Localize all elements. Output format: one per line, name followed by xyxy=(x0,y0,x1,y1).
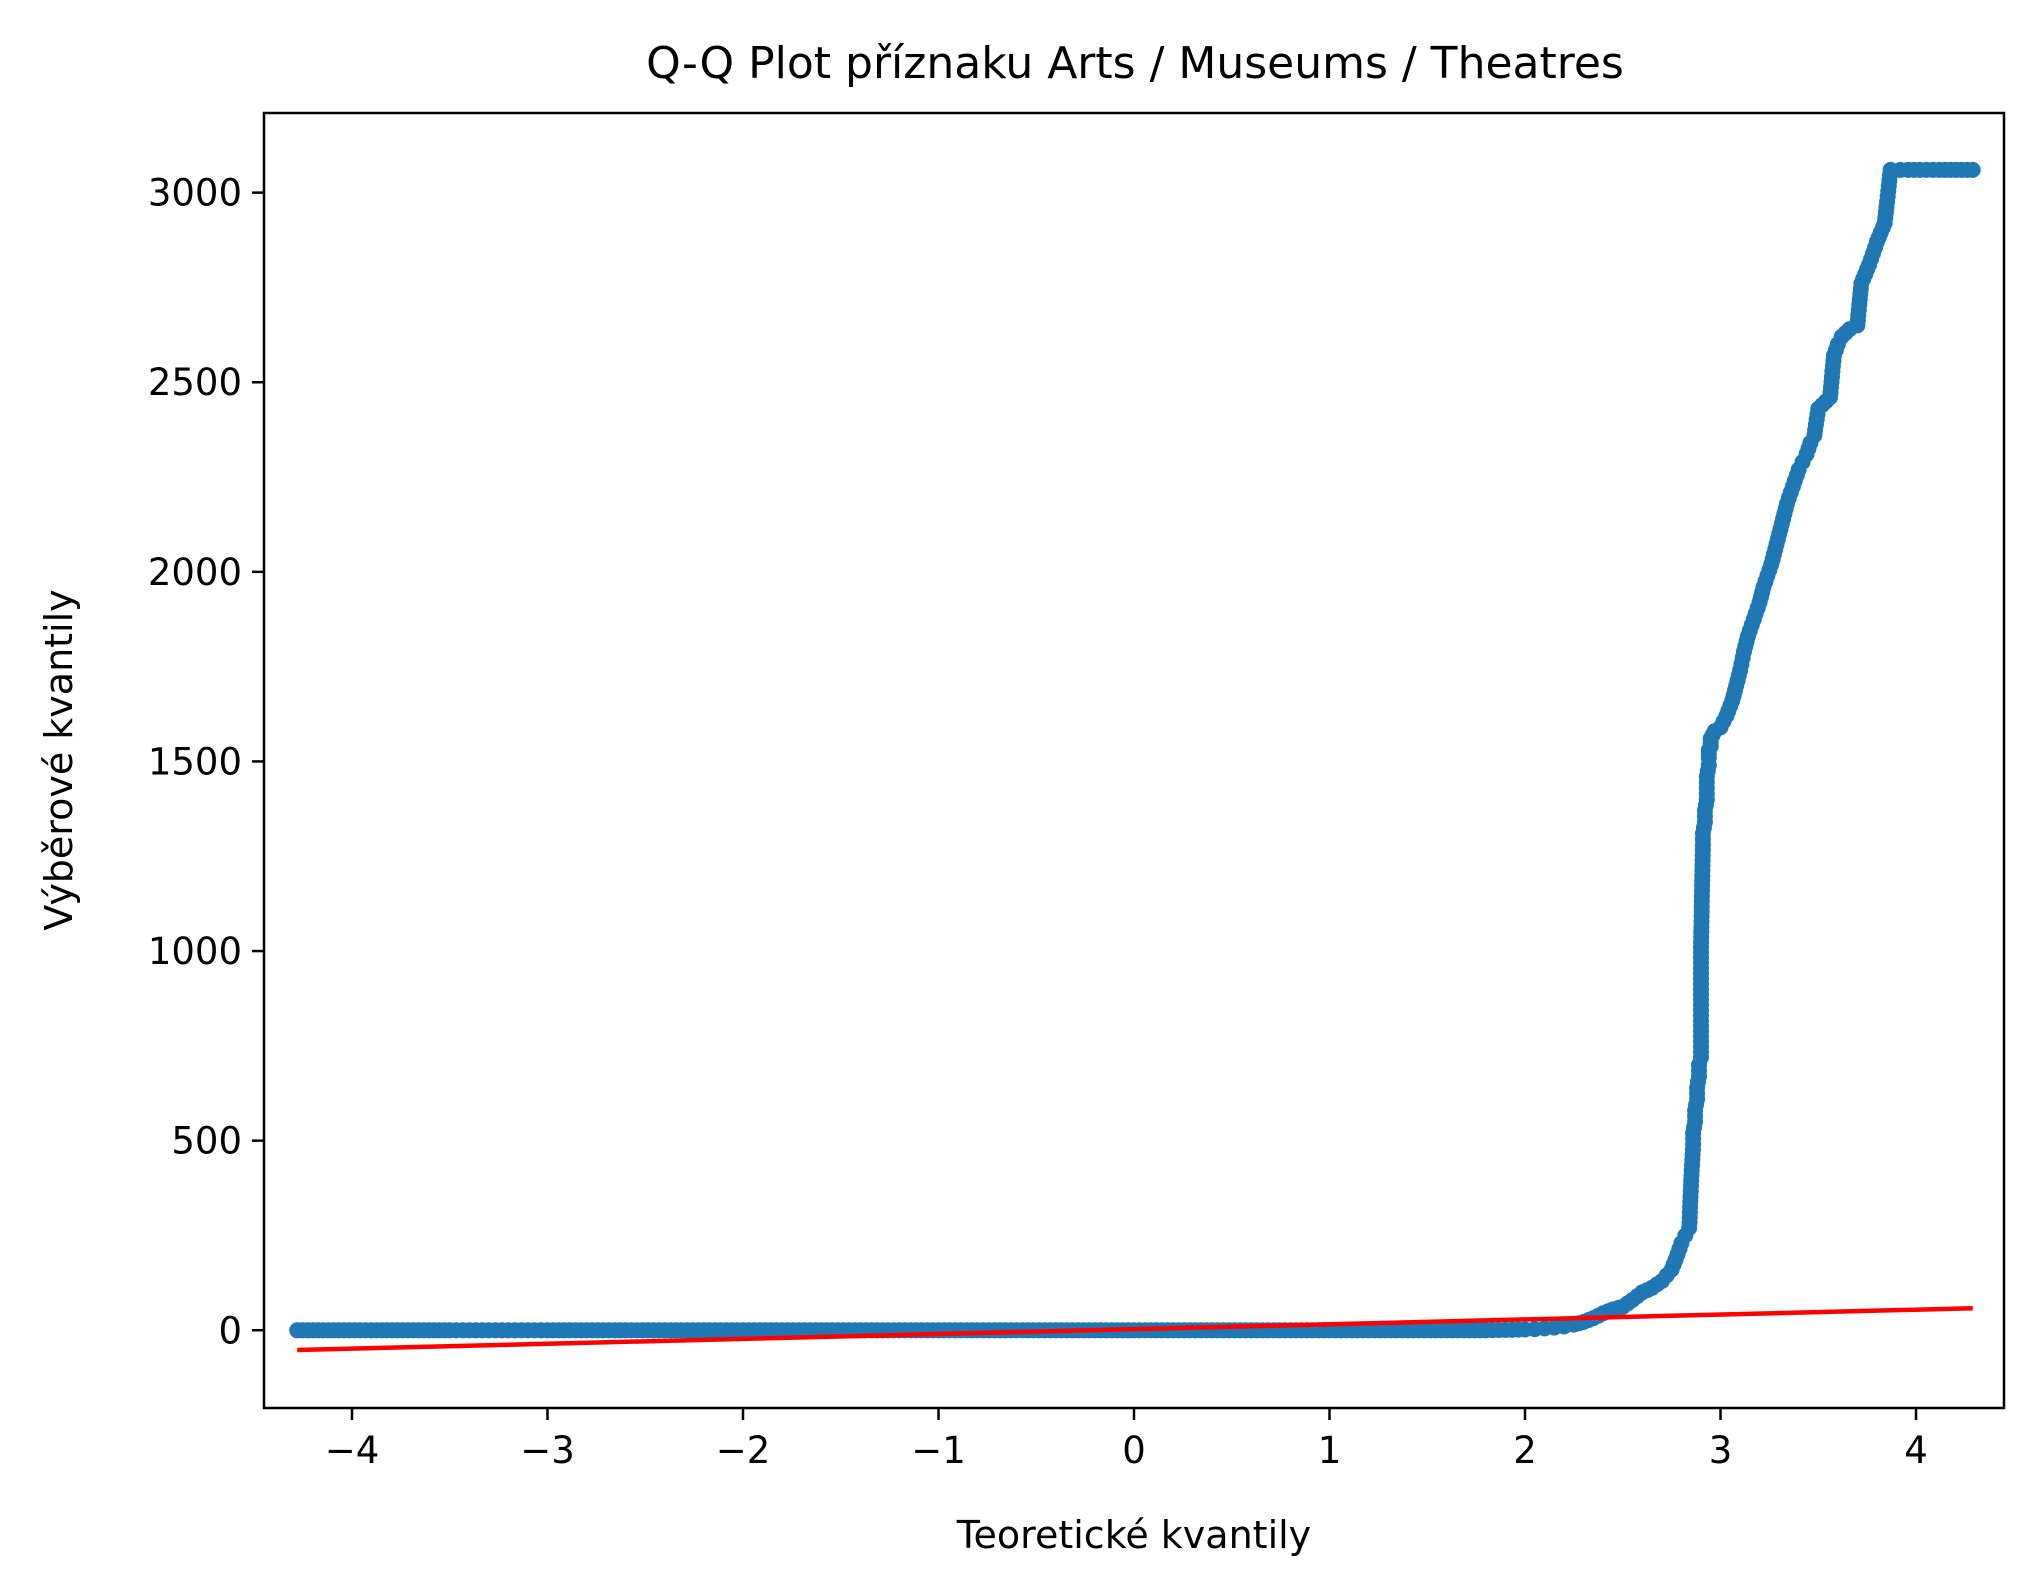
plot-area xyxy=(289,161,1981,1353)
qq-point xyxy=(729,1322,746,1339)
x-tick-label: 4 xyxy=(1904,1429,1928,1472)
qq-point xyxy=(1809,406,1826,423)
qq-point xyxy=(1698,785,1715,802)
x-axis-label: Teoretické kvantily xyxy=(956,1513,1311,1557)
y-tick-label: 3000 xyxy=(148,172,242,215)
qq-point xyxy=(573,1322,589,1339)
qq-point xyxy=(1699,762,1716,779)
qq-point xyxy=(1472,1322,1489,1339)
y-tick-label: 500 xyxy=(171,1120,242,1163)
qq-point xyxy=(690,1322,707,1339)
x-tick-label: −1 xyxy=(911,1429,966,1472)
x-tick-label: −2 xyxy=(716,1429,771,1472)
qq-point xyxy=(533,1322,549,1339)
qq-point xyxy=(1697,797,1714,814)
y-tick-label: 1500 xyxy=(148,740,242,783)
qq-point xyxy=(1490,1322,1507,1338)
qq-point xyxy=(1788,467,1805,484)
qq-point xyxy=(454,1322,471,1339)
x-tick-label: −4 xyxy=(325,1429,380,1472)
y-axis-label: Výběrové kvantily xyxy=(37,589,81,930)
fit-line xyxy=(297,1306,1973,1353)
qq-point xyxy=(1925,161,1941,178)
qq-point xyxy=(1800,440,1817,457)
qq-point xyxy=(768,1322,785,1339)
x-tick-label: 3 xyxy=(1709,1429,1733,1472)
qq-point xyxy=(1906,161,1923,178)
qq-point xyxy=(1394,1322,1411,1339)
qq-point xyxy=(1433,1322,1450,1339)
qq-point xyxy=(807,1322,824,1339)
y-tick-label: 1000 xyxy=(148,930,242,973)
plot-frame xyxy=(262,111,2006,1410)
x-axis-ticks: −4 −3 −2 −1 0 1 2 3 4 xyxy=(325,1408,1928,1472)
qq-point xyxy=(1689,1085,1706,1102)
y-tick-label: 2000 xyxy=(148,551,242,594)
qq-point xyxy=(612,1322,629,1339)
qq-point xyxy=(1827,342,1844,358)
qq-point xyxy=(493,1322,510,1339)
qq-point xyxy=(1355,1322,1371,1339)
chart-title: Q-Q Plot příznaku Arts / Museums / Theat… xyxy=(646,38,1624,89)
qq-point xyxy=(436,1322,453,1339)
x-tick-label: 2 xyxy=(1513,1429,1537,1472)
qq-point xyxy=(1510,1321,1527,1338)
y-axis-ticks: 0 500 1000 1500 2000 2500 3000 xyxy=(148,172,264,1352)
y-tick-label: 2500 xyxy=(148,361,242,404)
x-tick-label: 1 xyxy=(1318,1429,1342,1472)
qq-point xyxy=(1882,167,1898,184)
qq-point xyxy=(474,1322,491,1339)
x-tick-label: −3 xyxy=(520,1429,575,1472)
x-tick-label: 0 xyxy=(1122,1429,1146,1472)
qq-point xyxy=(513,1322,530,1339)
qq-point xyxy=(1671,1240,1688,1257)
qq-point xyxy=(1959,161,1976,178)
qq-point xyxy=(346,1322,363,1339)
qq-point xyxy=(357,1322,374,1339)
y-tick-label: 0 xyxy=(218,1309,242,1352)
qq-point xyxy=(651,1322,668,1339)
qq-point xyxy=(1691,1062,1707,1079)
